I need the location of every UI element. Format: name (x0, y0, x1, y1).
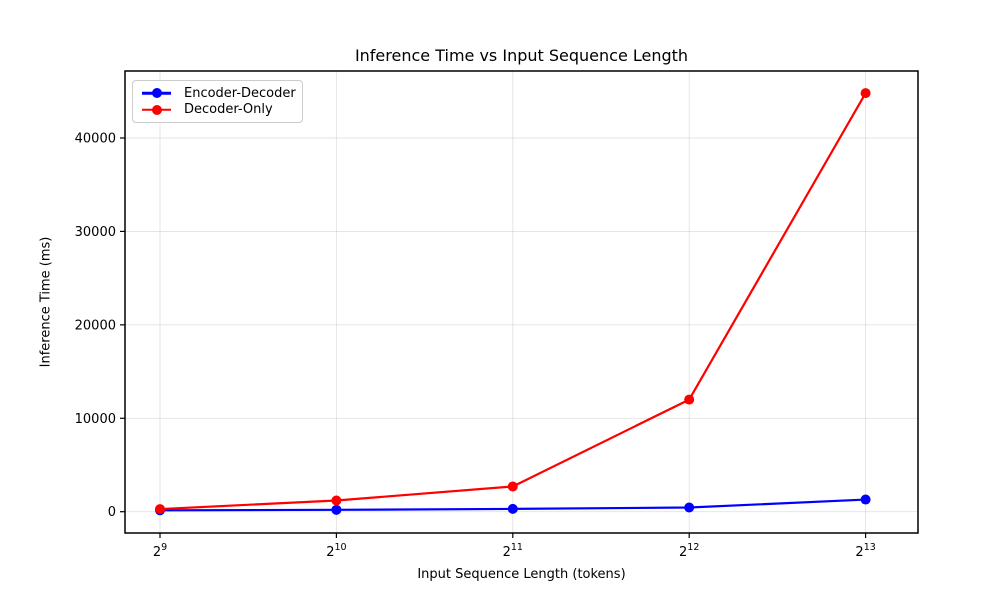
y-tick-label: 20000 (75, 318, 116, 333)
data-point (684, 502, 695, 513)
data-point (155, 504, 165, 515)
y-tick-label: 30000 (75, 225, 116, 240)
legend-line-marker-icon (142, 104, 171, 116)
axes-spines (124, 70, 919, 534)
x-tick-label: 212 (679, 542, 699, 560)
data-point (331, 504, 342, 515)
data-point (507, 503, 518, 514)
legend-label: Decoder-Only (184, 102, 273, 118)
legend-item-decoder-only: Decoder-Only (142, 102, 293, 119)
data-point (860, 88, 871, 99)
x-tick-label: 211 (503, 542, 523, 560)
legend-item-encoder-decoder: Encoder-Decoder (142, 85, 296, 102)
x-tick-label: 213 (855, 542, 875, 560)
legend: Encoder-Decoder Decoder-Only (132, 80, 303, 123)
data-point (684, 394, 695, 405)
x-tick-label: 29 (153, 542, 167, 560)
y-tick-label: 10000 (75, 412, 116, 427)
data-point (331, 495, 342, 506)
data-point (860, 494, 871, 505)
legend-label: Encoder-Decoder (184, 85, 296, 101)
x-tick-label: 210 (326, 542, 346, 560)
chart-title: Inference Time vs Input Sequence Length (354, 46, 689, 65)
legend-line-marker-icon (142, 87, 171, 99)
y-tick-label: 40000 (75, 131, 116, 146)
y-tick-label: 0 (108, 505, 116, 520)
y-axis-label: Inference Time (ms) (38, 236, 54, 368)
x-axis-label: Input Sequence Length (tokens) (417, 567, 626, 582)
data-point (507, 481, 518, 492)
